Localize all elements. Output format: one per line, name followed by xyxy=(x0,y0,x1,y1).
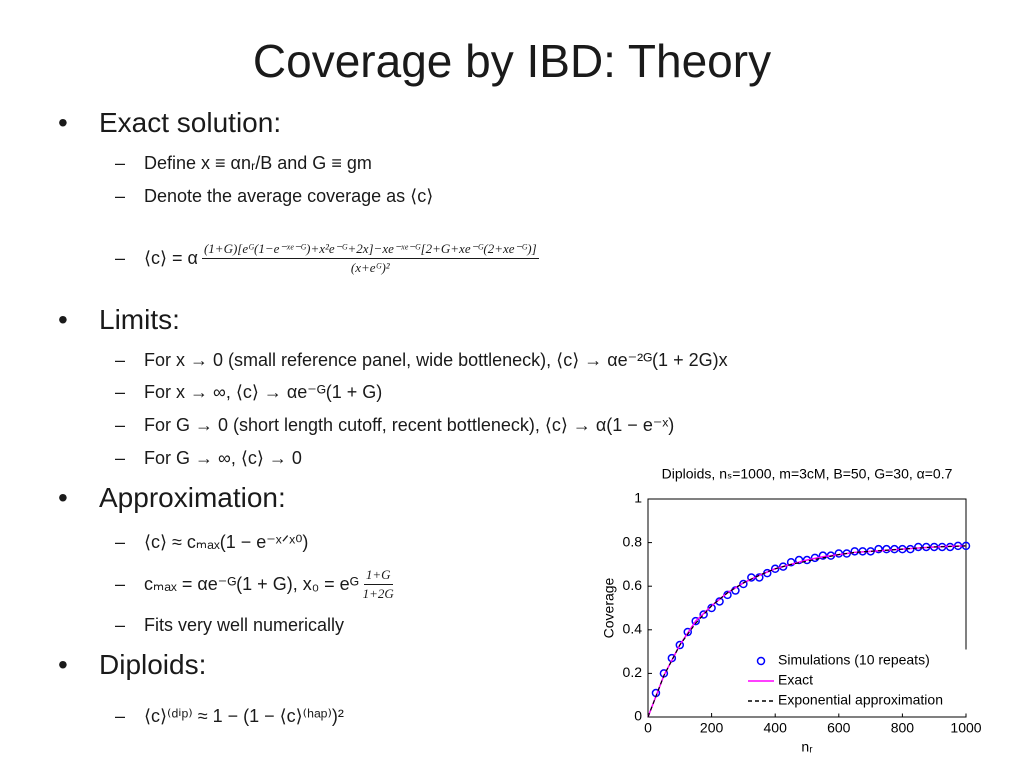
sub-bullet: For G → 0 (short length cutoff, recent b… xyxy=(144,415,675,435)
data-point xyxy=(914,542,923,552)
bullet-marker: – xyxy=(115,248,126,268)
bullet-marker: – xyxy=(115,615,126,635)
chart-title: Diploids, nₛ=1000, m=3cM, B=50, G=30, α=… xyxy=(662,466,953,482)
bullet-heading: Diploids: xyxy=(99,649,207,680)
x-tick-label: 800 xyxy=(891,720,915,736)
x-tick-label: 0 xyxy=(644,720,652,736)
bullet-marker: – xyxy=(115,186,126,206)
fraction: (1+G)[eᴳ(1−e⁻ˣᵉ⁻ᴳ)+x²e⁻ᴳ+2x]−xe⁻ˣᵉ⁻ᴳ[2+G… xyxy=(201,241,539,276)
y-tick-label: 0.8 xyxy=(623,533,643,549)
bullet-marker: • xyxy=(58,482,68,513)
y-axis-label: Coverage xyxy=(601,577,617,638)
fraction: 1+G 1+2G xyxy=(363,567,394,602)
data-point xyxy=(739,579,748,589)
bullet-marker: – xyxy=(115,350,126,370)
numerator: (1+G)[eᴳ(1−e⁻ˣᵉ⁻ᴳ)+x²e⁻ᴳ+2x]−xe⁻ˣᵉ⁻ᴳ[2+G… xyxy=(201,241,539,259)
legend-label: Simulations (10 repeats) xyxy=(778,652,930,668)
data-line xyxy=(647,545,967,718)
denominator: (x+eᴳ)² xyxy=(350,259,390,275)
data-point xyxy=(770,564,780,574)
bullet-marker: – xyxy=(115,415,126,435)
bullet-marker: – xyxy=(115,574,126,594)
formula-lhs: ⟨c⟩ = α xyxy=(144,247,198,268)
data-point xyxy=(778,562,788,571)
bullet-marker: – xyxy=(115,706,126,726)
sub-bullet: Define x ≡ αnᵣ/B and G ≡ gm xyxy=(144,153,372,173)
sub-bullet: Denote the average coverage as ⟨c⟩ xyxy=(144,186,434,206)
bullet-marker: – xyxy=(115,448,126,468)
data-point xyxy=(699,610,708,619)
sub-bullet: ⟨c⟩⁽ᵈⁱᵖ⁾ ≈ 1 − (1 − ⟨c⟩⁽ʰᵃᵖ⁾)² xyxy=(144,706,344,726)
data-point xyxy=(850,547,859,556)
x-tick-label: 400 xyxy=(764,720,788,736)
y-tick-label: 1 xyxy=(634,490,642,506)
x-axis-label: nᵣ xyxy=(801,739,813,755)
sub-bullet: ⟨c⟩ ≈ cₘₐₓ(1 − e⁻ˣᐟˣ⁰) xyxy=(144,532,309,552)
sub-bullet: Fits very well numerically xyxy=(144,615,345,635)
y-tick-label: 0.2 xyxy=(623,664,643,680)
data-point xyxy=(786,557,796,567)
legend-box xyxy=(744,649,968,714)
formula-lhs: cₘₐₓ = αe⁻ᴳ(1 + G), x₀ = eᴳ xyxy=(144,573,359,594)
x-tick-label: 200 xyxy=(700,720,724,736)
data-point xyxy=(683,627,692,637)
bullet-marker: • xyxy=(58,304,68,335)
bullet-marker: • xyxy=(58,107,68,138)
bullet-marker: – xyxy=(115,153,126,173)
numerator: 1+G xyxy=(363,567,393,585)
bullet-marker: • xyxy=(58,649,68,680)
sub-bullet: For G → ∞, ⟨c⟩ → 0 xyxy=(144,448,302,468)
y-tick-label: 0 xyxy=(634,708,642,724)
slide-title: Coverage by IBD: Theory xyxy=(252,35,772,87)
bullet-heading: Exact solution: xyxy=(99,107,282,138)
x-tick-label: 600 xyxy=(827,720,851,736)
legend-label: Exponential approximation xyxy=(778,692,943,708)
sub-bullet: For x → ∞, ⟨c⟩ → αe⁻ᴳ(1 + G) xyxy=(144,382,383,402)
y-tick-label: 0.4 xyxy=(623,621,643,637)
data-point xyxy=(874,544,883,554)
y-tick-label: 0.6 xyxy=(623,577,643,593)
bullet-heading: Approximation: xyxy=(99,482,286,513)
data-point xyxy=(707,603,716,613)
legend-symbol xyxy=(756,656,766,666)
data-point xyxy=(691,616,700,626)
data-point xyxy=(794,555,804,565)
data-point xyxy=(675,640,685,650)
bullet-heading: Limits: xyxy=(99,304,180,335)
sub-bullet: For x → 0 (small reference panel, wide b… xyxy=(144,350,728,370)
bullet-marker: – xyxy=(115,532,126,552)
data-point xyxy=(882,544,891,554)
x-tick-label: 1000 xyxy=(950,720,981,736)
bullet-marker: – xyxy=(115,382,126,402)
legend-label: Exact xyxy=(778,672,813,688)
formula: cₘₐₓ = αe⁻ᴳ(1 + G), x₀ = eᴳ 1+G 1+2G xyxy=(144,556,394,612)
formula: ⟨c⟩ = α (1+G)[eᴳ(1−e⁻ˣᵉ⁻ᴳ)+x²e⁻ᴳ+2x]−xe⁻ˣ… xyxy=(144,230,539,286)
denominator: 1+2G xyxy=(362,585,394,601)
